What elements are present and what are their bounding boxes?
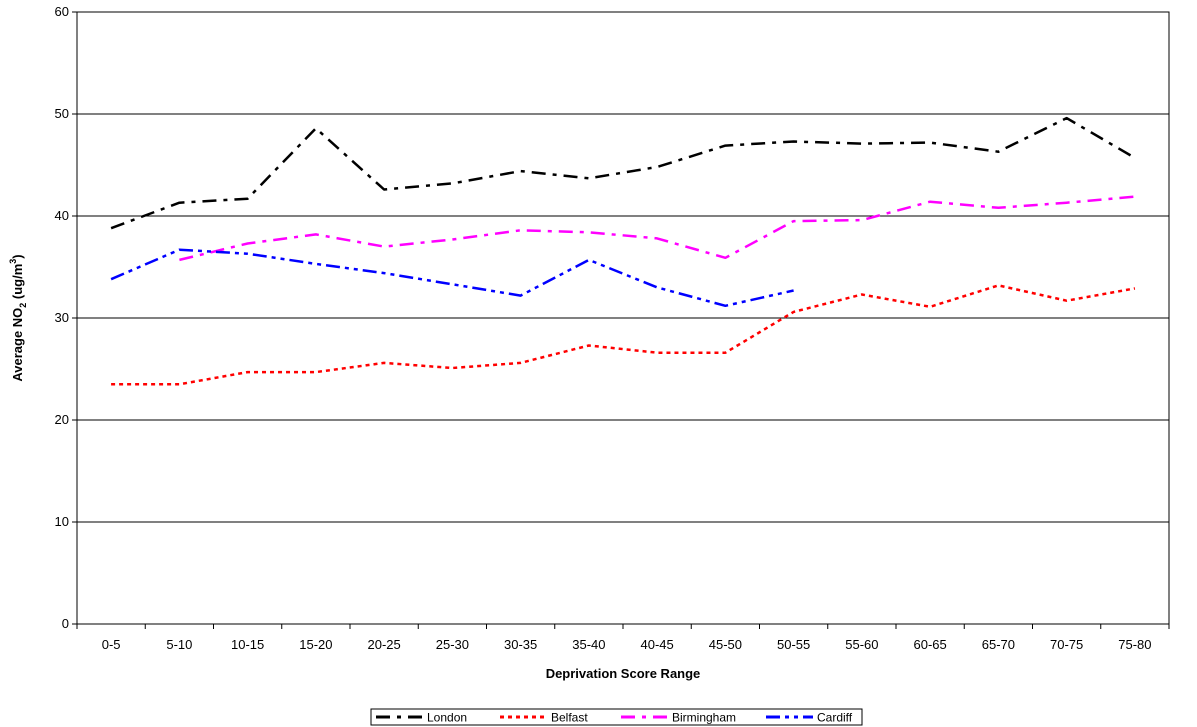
x-tick-label: 35-40 — [572, 637, 605, 652]
legend-label-birmingham: Birmingham — [672, 711, 736, 725]
series-line-birmingham — [179, 195, 1136, 262]
legend-box — [370, 708, 863, 726]
x-tick-label: 65-70 — [982, 637, 1015, 652]
legend: London Belfast Birmingham Cardiff — [370, 708, 863, 726]
series-line-belfast — [111, 284, 1136, 386]
x-tick-label: 15-20 — [299, 637, 332, 652]
x-tick-label: 10-15 — [231, 637, 264, 652]
x-tick-label: 30-35 — [504, 637, 537, 652]
y-tick-label: 30 — [55, 310, 69, 325]
x-axis-title: Deprivation Score Range — [546, 666, 701, 681]
axis-ticks: 0 10 20 30 40 50 60 0-5 5-10 10-15 15-20 20-25 25-30… — [55, 4, 1170, 652]
series-line-cardiff — [110, 248, 794, 308]
legend-label-belfast: Belfast — [551, 711, 588, 725]
x-tick-label: 60-65 — [914, 637, 947, 652]
x-tick-label: 20-25 — [368, 637, 401, 652]
y-tick-label: 60 — [55, 4, 69, 19]
y-axis-title: Average NO2 (ug/m3) — [8, 254, 28, 381]
y-tick-label: 50 — [55, 106, 69, 121]
x-tick-label: 70-75 — [1050, 637, 1083, 652]
x-tick-label: 5-10 — [166, 637, 192, 652]
x-tick-label: 0-5 — [102, 637, 121, 652]
legend-label-london: London — [427, 711, 467, 725]
y-tick-label: 10 — [55, 514, 69, 529]
x-tick-label: 45-50 — [709, 637, 742, 652]
series-lines — [110, 116, 1136, 386]
y-tick-label: 20 — [55, 412, 69, 427]
series-line-london — [110, 116, 1136, 230]
gridlines — [77, 113, 1169, 523]
x-tick-label: 75-80 — [1118, 637, 1151, 652]
x-tick-label: 40-45 — [641, 637, 674, 652]
y-tick-label: 40 — [55, 208, 69, 223]
legend-label-cardiff: Cardiff — [817, 711, 853, 725]
x-tick-label: 50-55 — [777, 637, 810, 652]
x-tick-label: 55-60 — [845, 637, 878, 652]
x-tick-label: 25-30 — [436, 637, 469, 652]
y-tick-label: 0 — [62, 616, 69, 631]
